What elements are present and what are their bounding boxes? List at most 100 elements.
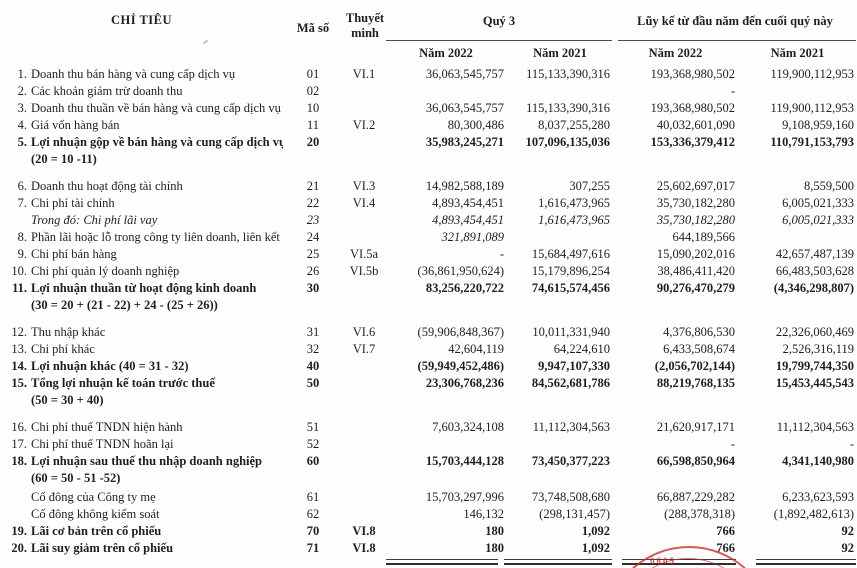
cell-q3-2021: 1,092 <box>581 524 610 538</box>
row-label: Chi phí thuế TNDN hoãn lại <box>31 437 174 451</box>
table-row: 2. Các khoản giảm trừ doanh thu 02 - <box>0 83 857 100</box>
row-note: VI.8 <box>352 524 376 538</box>
table-row: 13. Chi phí khác 32 VI.7 42,604,119 64,224,61… <box>0 341 857 358</box>
table-row: 16. Chi phí thuế TNDN hiện hành 51 7,603,32… <box>0 419 857 436</box>
cell-q3-2021: 1,616,473,965 <box>538 213 610 227</box>
row-number: 2. <box>17 84 27 98</box>
row-label: Lợi nhuận sau thuế thu nhập doanh nghiệp <box>31 454 262 468</box>
total-double-rules <box>0 559 857 565</box>
cell-q3-2022: (59,906,848,367) <box>417 325 504 339</box>
cell-ytd-2022: 644,189,566 <box>672 230 736 244</box>
cell-ytd-2021: 6,005,021,333 <box>782 196 854 210</box>
column-header-ma-so: Mã số <box>296 21 330 35</box>
row-number: 10. <box>11 264 27 278</box>
cell-ytd-2022: 15,090,202,016 <box>656 247 735 261</box>
cell-q3-2022: (59,949,452,486) <box>417 359 504 373</box>
cell-ytd-2021: 11,112,304,563 <box>776 420 854 434</box>
cell-q3-2021: 74,615,574,456 <box>531 281 610 295</box>
table-body: 1. Doanh thu bán hàng và cung cấp dịch vụ… <box>0 66 857 557</box>
table-row: 1. Doanh thu bán hàng và cung cấp dịch vụ… <box>0 66 857 83</box>
double-rule-q3-2022 <box>386 559 498 565</box>
row-code: 22 <box>306 196 320 210</box>
table-row: 5. Lợi nhuận gộp về bán hàng và cung cấp … <box>0 134 857 168</box>
cell-q3-2021: 8,037,255,280 <box>538 118 610 132</box>
row-formula: (50 = 30 + 40) <box>31 393 104 407</box>
row-code: 23 <box>306 213 320 227</box>
row-code: 60 <box>306 454 320 468</box>
row-number: 20. <box>11 541 27 555</box>
cell-ytd-2021: 119,900,112,953 <box>770 101 854 115</box>
row-number <box>0 506 31 523</box>
cell-ytd-2022: 766 <box>716 541 735 555</box>
cell-ytd-2022: 35,730,182,280 <box>656 196 735 210</box>
row-code: 25 <box>306 247 320 261</box>
row-number: 17. <box>11 437 27 451</box>
row-note: VI.2 <box>352 118 376 132</box>
cell-q3-2021: 15,179,896,254 <box>531 264 610 278</box>
row-note: VI.5b <box>349 264 379 278</box>
row-label: Lợi nhuận thuần từ hoạt động kinh doanh <box>31 281 257 295</box>
row-label: Trong đó: Chi phí lãi vay <box>31 213 158 227</box>
row-number: 8. <box>17 230 27 244</box>
row-label: Các khoản giảm trừ doanh thu <box>31 84 183 98</box>
cell-ytd-2021: - <box>849 437 854 451</box>
row-code: 01 <box>306 67 320 81</box>
row-code: 40 <box>306 359 320 373</box>
cell-q3-2022: 83,256,220,722 <box>425 281 504 295</box>
cell-q3-2021: 115,133,390,316 <box>526 101 610 115</box>
row-number: 7. <box>17 196 27 210</box>
row-label: Giá vốn hàng bán <box>31 118 120 132</box>
row-note: VI.3 <box>352 179 376 193</box>
table-row: 4. Giá vốn hàng bán 11 VI.2 80,300,486 8,037,… <box>0 117 857 134</box>
cell-ytd-2022: 153,336,379,412 <box>650 135 735 149</box>
year-header-ytd-2022: Năm 2022 <box>648 46 703 60</box>
cell-q3-2022: 321,891,089 <box>441 230 505 244</box>
column-header-chi-tieu: CHỈ TIÊU <box>110 13 173 27</box>
row-number: 18. <box>11 454 27 468</box>
row-code: 26 <box>306 264 320 278</box>
cell-ytd-2022: 4,376,806,530 <box>663 325 735 339</box>
row-note: VI.5a <box>349 247 379 261</box>
cell-q3-2022: 42,604,119 <box>448 342 504 356</box>
cell-q3-2021: 73,450,377,223 <box>531 454 610 468</box>
table-row: Trong đó: Chi phí lãi vay 23 4,893,454,451… <box>0 212 857 229</box>
cell-ytd-2022: 66,887,229,282 <box>656 490 735 504</box>
group-header-luy-ke: Lũy kế từ đầu năm đến cuối quý này <box>637 14 833 28</box>
row-code: 70 <box>306 524 320 538</box>
row-label: Doanh thu hoạt động tài chính <box>31 179 183 193</box>
cell-q3-2022: 14,982,588,189 <box>425 179 504 193</box>
row-label: Doanh thu thuần về bán hàng và cung cấp … <box>31 101 281 115</box>
row-note: VI.7 <box>352 342 376 356</box>
table-row: 6. Doanh thu hoạt động tài chính 21 VI.3 14,… <box>0 178 857 195</box>
cell-q3-2021: 307,255 <box>569 179 610 193</box>
cell-q3-2022: 36,063,545,757 <box>425 67 504 81</box>
row-label: Cổ đông không kiểm soát <box>31 507 160 521</box>
row-label: Lãi cơ bản trên cổ phiếu <box>31 524 162 538</box>
column-header-thuyet-minh-line1: Thuyết <box>345 11 385 25</box>
row-number: 15. <box>11 376 27 390</box>
row-label: Chi phí thuế TNDN hiện hành <box>31 420 183 434</box>
cell-ytd-2021: 6,005,021,333 <box>782 213 854 227</box>
row-number: 11. <box>12 281 27 295</box>
table-row: 14. Lợi nhuận khác (40 = 31 - 32) 40 (59,94… <box>0 358 857 375</box>
row-code: 61 <box>306 490 320 504</box>
row-code: 30 <box>306 281 320 295</box>
cell-ytd-2022: 90,276,470,279 <box>656 281 735 295</box>
year-header-q3-2021: Năm 2021 <box>533 46 587 60</box>
cell-ytd-2022: 35,730,182,280 <box>656 213 735 227</box>
cell-q3-2022: 180 <box>485 541 504 555</box>
row-label: Lợi nhuận khác (40 = 31 - 32) <box>31 359 189 373</box>
table-row: 15. Tổng lợi nhuận kế toán trước thuế (50 … <box>0 375 857 409</box>
row-code: 02 <box>306 84 320 98</box>
cell-q3-2022: (36,861,950,624) <box>417 264 504 278</box>
cell-ytd-2021: (1,892,482,613) <box>773 507 854 521</box>
row-number: 19. <box>11 524 27 538</box>
row-number: 3. <box>17 101 27 115</box>
row-label: Chi phí bán hàng <box>31 247 117 261</box>
cell-ytd-2021: 2,526,316,119 <box>782 342 854 356</box>
row-label: Chi phí tài chính <box>31 196 115 210</box>
cell-q3-2022: 4,893,454,451 <box>432 196 504 210</box>
row-number: 4. <box>17 118 27 132</box>
year-header-q3-2022: Năm 2022 <box>419 46 473 60</box>
table-row: 18. Lợi nhuận sau thuế thu nhập doanh ngh… <box>0 453 857 487</box>
